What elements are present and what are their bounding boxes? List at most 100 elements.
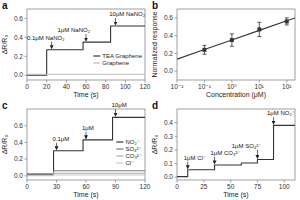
annotation-arrow — [56, 143, 57, 150]
x-tick-label: 80 — [102, 83, 110, 90]
line — [27, 171, 145, 175]
x-tick-label: 25 — [200, 183, 208, 190]
error-bar — [202, 45, 206, 54]
legend: TEA GrapheneGraphene — [93, 53, 142, 66]
y-tick-label: 0.4 — [14, 139, 23, 146]
x-tick-label: 10⁻¹ — [198, 83, 212, 90]
point — [257, 27, 261, 31]
y-tick — [175, 149, 178, 150]
legend-swatch — [93, 62, 100, 63]
annotation-arrow — [257, 150, 258, 158]
legend-label: NO₂⁻ — [125, 139, 140, 145]
y-tick — [175, 122, 178, 123]
annotation: 1μM — [82, 125, 94, 131]
y-tick — [175, 163, 178, 164]
line — [177, 125, 295, 176]
error-bar — [257, 22, 261, 36]
legend-label: SO₄²⁻ — [125, 146, 141, 152]
annotation-arrow — [86, 132, 87, 139]
y-tick-label: 0.0 — [164, 67, 173, 74]
line — [27, 117, 145, 174]
line — [27, 26, 145, 75]
panel-title: d — [152, 100, 158, 111]
x-axis-label: Time (s) — [73, 191, 98, 199]
x-tick-label: 100 — [279, 183, 290, 190]
annotation: 0.1μM NaNO₂ — [27, 35, 65, 41]
annotation-arrow — [214, 157, 215, 164]
y-tick — [25, 175, 28, 176]
y-tick-label: 0.6 — [164, 14, 173, 21]
y-tick-label: 0.6 — [14, 122, 23, 129]
y-tick-label: 0.1 — [164, 160, 173, 167]
error-bar — [230, 34, 234, 46]
x-tick-label: 40 — [63, 83, 71, 90]
figure: 0.00.20.40.6020406080100120Time (s)ΔR/R₀… — [0, 0, 300, 200]
plot-frame — [177, 109, 295, 180]
y-tick — [25, 75, 28, 76]
legend-label: TEA Graphene — [102, 53, 142, 59]
annotation-arrow — [86, 34, 87, 41]
y-tick-label: 0.2 — [164, 50, 173, 57]
y-tick-label: 0.2 — [164, 146, 173, 153]
legend-swatch — [116, 155, 123, 156]
y-axis-label: Normalized response — [151, 11, 159, 77]
y-tick-label: 0.2 — [14, 155, 23, 162]
y-tick — [175, 71, 178, 72]
y-tick-label: 0.2 — [14, 53, 23, 60]
plot-frame — [177, 9, 295, 80]
legend-swatch — [116, 141, 123, 142]
legend-swatch — [116, 162, 123, 163]
panel-title: a — [2, 0, 8, 11]
chart-svg: 0.00.20.40.6020406080100120Time (s)ΔR/R₀… — [0, 0, 300, 200]
x-tick-label: 90 — [112, 183, 120, 190]
annotation: 1μM NaNO₂ — [58, 27, 91, 33]
panel: 0.00.20.40.6020406080100120Time (s)ΔR/R₀… — [1, 0, 151, 99]
annotation: 1μM Cl⁻ — [184, 155, 206, 161]
panel: 0.00.20.40.60306090120Time (s)ΔR/R₀cNO₂⁻… — [1, 100, 151, 199]
x-tick-label: 60 — [82, 83, 90, 90]
annotation-arrow — [115, 18, 116, 25]
line — [27, 174, 145, 176]
line — [27, 173, 145, 175]
y-tick-label: 0.0 — [14, 71, 23, 78]
point — [285, 19, 289, 23]
legend-label: Cl⁻ — [125, 160, 134, 166]
y-tick-label: 0.6 — [14, 15, 23, 22]
x-tick-label: 75 — [254, 183, 262, 190]
y-tick — [25, 125, 28, 126]
y-tick — [25, 142, 28, 143]
point — [230, 38, 234, 42]
x-axis-label: Time (s) — [73, 91, 98, 99]
plot-area — [177, 18, 295, 59]
y-tick — [175, 136, 178, 137]
annotation-arrow — [273, 117, 274, 124]
y-tick-label: 0.4 — [164, 119, 173, 126]
annotation: 1μM CO₃²⁻ — [211, 150, 241, 156]
annotation-arrow — [51, 42, 52, 49]
plot-area — [27, 26, 145, 75]
legend-swatch — [116, 148, 123, 149]
plot-frame — [27, 109, 145, 180]
panel-title: c — [2, 100, 8, 111]
y-tick — [25, 56, 28, 57]
y-tick — [175, 177, 178, 178]
legend-label: Graphene — [102, 60, 129, 66]
annotation: 10μM NaNO₂ — [109, 11, 145, 17]
y-tick-label: 0.4 — [164, 32, 173, 39]
y-tick — [175, 35, 178, 36]
legend-label: CO₃²⁻ — [125, 153, 142, 159]
line — [27, 74, 145, 75]
annotation: 10μM — [112, 102, 127, 108]
y-tick — [175, 53, 178, 54]
annotation: 1μM NO₂⁻ — [267, 110, 295, 116]
x-tick-label: 30 — [53, 183, 61, 190]
x-tick-label: 50 — [227, 183, 235, 190]
panel: 0.00.20.40.610⁻²10⁻¹10⁰10¹10²Concentrati… — [151, 0, 295, 99]
x-axis-label: Time (s) — [223, 191, 248, 199]
x-tick-label: 0 — [25, 183, 29, 190]
y-tick-label: 0.3 — [164, 133, 173, 140]
y-tick-label: 0.0 — [14, 172, 23, 179]
panel: 0.00.10.20.30.40255075100Time (s)ΔR/R₀d1… — [151, 100, 295, 199]
plot-area — [177, 125, 295, 176]
y-axis-label: ΔR/R₀ — [1, 35, 8, 55]
